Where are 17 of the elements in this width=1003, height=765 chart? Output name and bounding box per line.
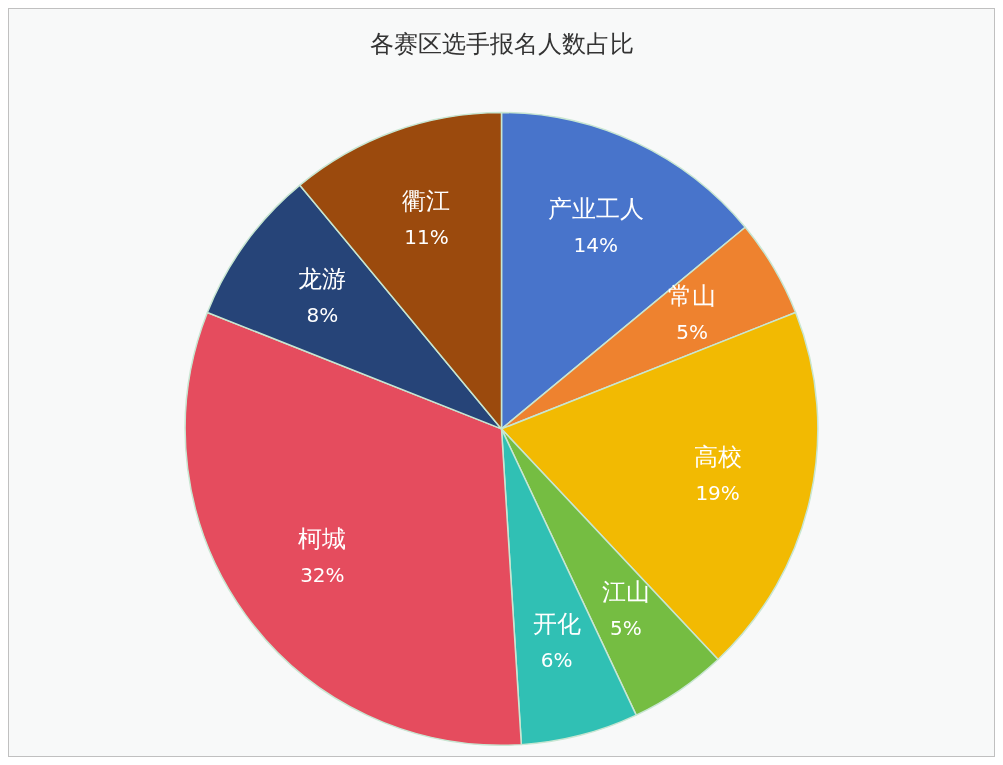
slice-label: 产业工人 [547, 194, 644, 223]
data-label: 19% [695, 481, 740, 506]
data-label: 32% [300, 563, 345, 588]
slice-label: 龙游 [298, 264, 347, 293]
slice-label: 开化 [532, 609, 581, 638]
data-label: 11% [404, 224, 449, 249]
data-label: 6% [540, 647, 573, 672]
slice-label: 高校 [693, 443, 742, 472]
chart-title: 各赛区选手报名人数占比 [369, 29, 634, 58]
data-label: 5% [610, 616, 642, 641]
data-label: 5% [676, 320, 708, 345]
slice-label: 衢江 [402, 186, 451, 215]
slice-label: 江山 [601, 578, 650, 607]
slice-label: 柯城 [298, 525, 347, 554]
data-label: 14% [573, 232, 619, 257]
data-label: 8% [306, 302, 339, 327]
slice-label: 常山 [668, 282, 717, 311]
